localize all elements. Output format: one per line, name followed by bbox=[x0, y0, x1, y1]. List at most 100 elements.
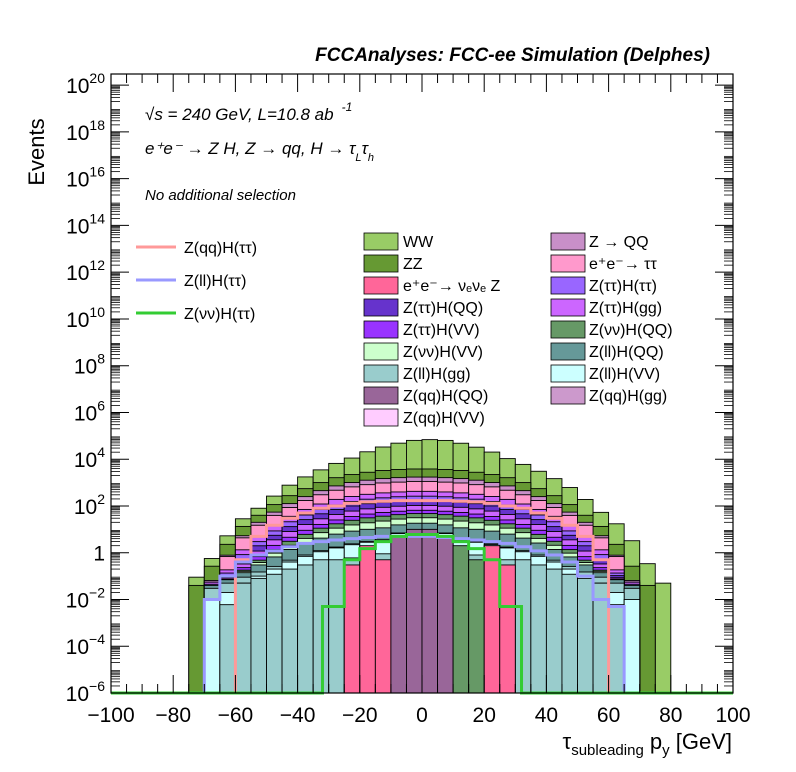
legend-label: Z(ττ)H(QQ) bbox=[403, 300, 483, 317]
y-axis-ticks: 10−6 10−4 10−2 1 102 104 106 108 1010 1012 1014 101… bbox=[66, 70, 733, 706]
foreground-histograms bbox=[219, 528, 625, 694]
x-tick-label: −100 bbox=[87, 704, 134, 727]
legend-label: Z(qq)H(QQ) bbox=[403, 388, 488, 405]
x-tick-label: −20 bbox=[342, 704, 378, 727]
signal-line bbox=[111, 534, 733, 695]
y-tick-label: 10−4 bbox=[66, 631, 106, 659]
legend-label: Z(ll)H(VV) bbox=[589, 366, 660, 383]
x-axis-ticks: −100 −80 −60 −40 −20 0 20 40 60 80 100 bbox=[87, 74, 751, 727]
legend-label: e⁺e⁻→ νₑνₑ Z bbox=[403, 278, 500, 295]
y-tick-label: 10−6 bbox=[66, 678, 106, 706]
x-tick-label: −40 bbox=[280, 704, 316, 727]
stack-bar bbox=[203, 599, 221, 694]
legend-signal-lines: Z(qq)H(ττ) Z(ll)H(ττ) Z(νν)H(ττ) bbox=[136, 240, 257, 323]
x-axis-label-sub: subleading bbox=[571, 742, 644, 759]
legend-label: Z(νν)H(VV) bbox=[403, 344, 483, 361]
legend-label: Z(νν)H(QQ) bbox=[589, 322, 673, 339]
y-tick-label: 1010 bbox=[66, 304, 105, 332]
front-bar bbox=[483, 545, 501, 694]
legend-swatch bbox=[363, 364, 399, 383]
x-tick-label: 60 bbox=[597, 704, 620, 727]
front-bar bbox=[374, 559, 392, 694]
legend-label: Z(qq)H(VV) bbox=[403, 410, 485, 427]
x-tick-label: 100 bbox=[715, 704, 750, 727]
legend-swatch bbox=[363, 408, 399, 427]
plot-area: −100 −80 −60 −40 −20 0 20 40 60 80 100 10−6 10−4 1 0 −… bbox=[66, 70, 751, 727]
front-bar bbox=[437, 535, 454, 694]
legend-label: ZZ bbox=[403, 256, 423, 273]
front-series bbox=[390, 528, 454, 694]
legend-label: Z → QQ bbox=[589, 234, 649, 251]
legend-swatch bbox=[550, 320, 586, 339]
x-axis-label: τsubleading py [GeV] bbox=[563, 729, 732, 759]
legend-swatch bbox=[363, 386, 399, 405]
y-tick-label: 102 bbox=[74, 491, 105, 519]
front-bar bbox=[312, 559, 330, 694]
y-tick-label: 1 bbox=[93, 543, 105, 566]
legend-swatch bbox=[363, 254, 399, 273]
legend-swatch bbox=[550, 342, 586, 361]
stack-bar bbox=[639, 584, 656, 694]
front-bar bbox=[499, 564, 516, 694]
front-bar bbox=[468, 559, 485, 694]
front-bar bbox=[390, 535, 407, 694]
front-bar bbox=[421, 528, 439, 694]
annotation-energy: √s = 240 GeV, L=10.8 ab -1 bbox=[145, 100, 352, 124]
y-tick-label: 1016 bbox=[66, 164, 105, 192]
legend-line-label: Z(ll)H(ττ) bbox=[184, 273, 246, 290]
legend-line-label: Z(qq)H(ττ) bbox=[184, 240, 257, 257]
front-bar bbox=[266, 573, 283, 694]
front-bar bbox=[297, 564, 314, 694]
y-tick-label: 1012 bbox=[66, 257, 105, 285]
front-bar bbox=[328, 559, 345, 694]
legend-swatch bbox=[363, 298, 399, 317]
front-bar bbox=[234, 582, 252, 694]
legend-swatch bbox=[363, 232, 399, 251]
x-tick-label: 0 bbox=[416, 704, 428, 727]
y-tick-label: 108 bbox=[74, 351, 105, 379]
signal-line bbox=[111, 499, 733, 695]
legend-swatch bbox=[363, 320, 399, 339]
chart-title: FCCAnalyses: FCC-ee Simulation (Delphes) bbox=[315, 45, 710, 66]
x-tick-label: 40 bbox=[535, 704, 558, 727]
front-bar bbox=[219, 604, 236, 694]
legend-swatch bbox=[550, 386, 586, 405]
y-tick-label: 1014 bbox=[66, 210, 105, 238]
legend-label: WW bbox=[403, 234, 434, 251]
legend-column-2: Z → QQ e⁺e⁻→ ττ Z(ττ)H(ττ) Z(ττ)H(gg) Z(νν)H… bbox=[550, 232, 673, 405]
front-bar bbox=[577, 577, 594, 694]
legend-swatch bbox=[363, 276, 399, 295]
front-bar bbox=[281, 568, 299, 694]
legend-label: e⁺e⁻→ ττ bbox=[589, 256, 657, 273]
y-axis-label: Events bbox=[24, 118, 49, 185]
stack-bar bbox=[623, 599, 641, 694]
front-bar bbox=[530, 564, 547, 694]
legend-label: Z(ll)H(gg) bbox=[403, 366, 471, 383]
front-bar bbox=[545, 568, 563, 694]
annotation-process: e⁺e⁻ → Z H, Z → qq, H → τLτh bbox=[145, 139, 374, 164]
y-tick-label: 106 bbox=[74, 397, 105, 425]
front-series bbox=[452, 545, 485, 694]
x-tick-label: −60 bbox=[218, 704, 254, 727]
front-bar bbox=[514, 559, 532, 694]
front-bar bbox=[250, 577, 267, 694]
annotation-selection: No additional selection bbox=[145, 187, 296, 204]
front-series bbox=[343, 545, 392, 694]
legend-column-1: WW ZZ e⁺e⁻→ νₑνₑ Z Z(ττ)H(QQ) Z(ττ)H(VV) Z(νν… bbox=[363, 232, 500, 427]
legend-label: Z(ττ)H(gg) bbox=[589, 300, 662, 317]
legend-swatch bbox=[550, 232, 586, 251]
x-tick-label: 80 bbox=[659, 704, 682, 727]
x-tick-label: −80 bbox=[155, 704, 191, 727]
front-series bbox=[483, 545, 516, 694]
front-bar bbox=[452, 545, 470, 694]
legend-label: Z(ττ)H(VV) bbox=[403, 322, 480, 339]
x-tick-label: 20 bbox=[473, 704, 496, 727]
front-bar bbox=[561, 573, 578, 694]
signal-outlines bbox=[111, 499, 733, 695]
stack-bar bbox=[654, 582, 672, 694]
legend-label: Z(ττ)H(ττ) bbox=[589, 278, 657, 295]
x-axis-label-sub2: y bbox=[662, 742, 670, 759]
legend-swatch bbox=[550, 364, 586, 383]
legend-swatch bbox=[550, 254, 586, 273]
x-axis-label-base: τ bbox=[563, 729, 572, 754]
